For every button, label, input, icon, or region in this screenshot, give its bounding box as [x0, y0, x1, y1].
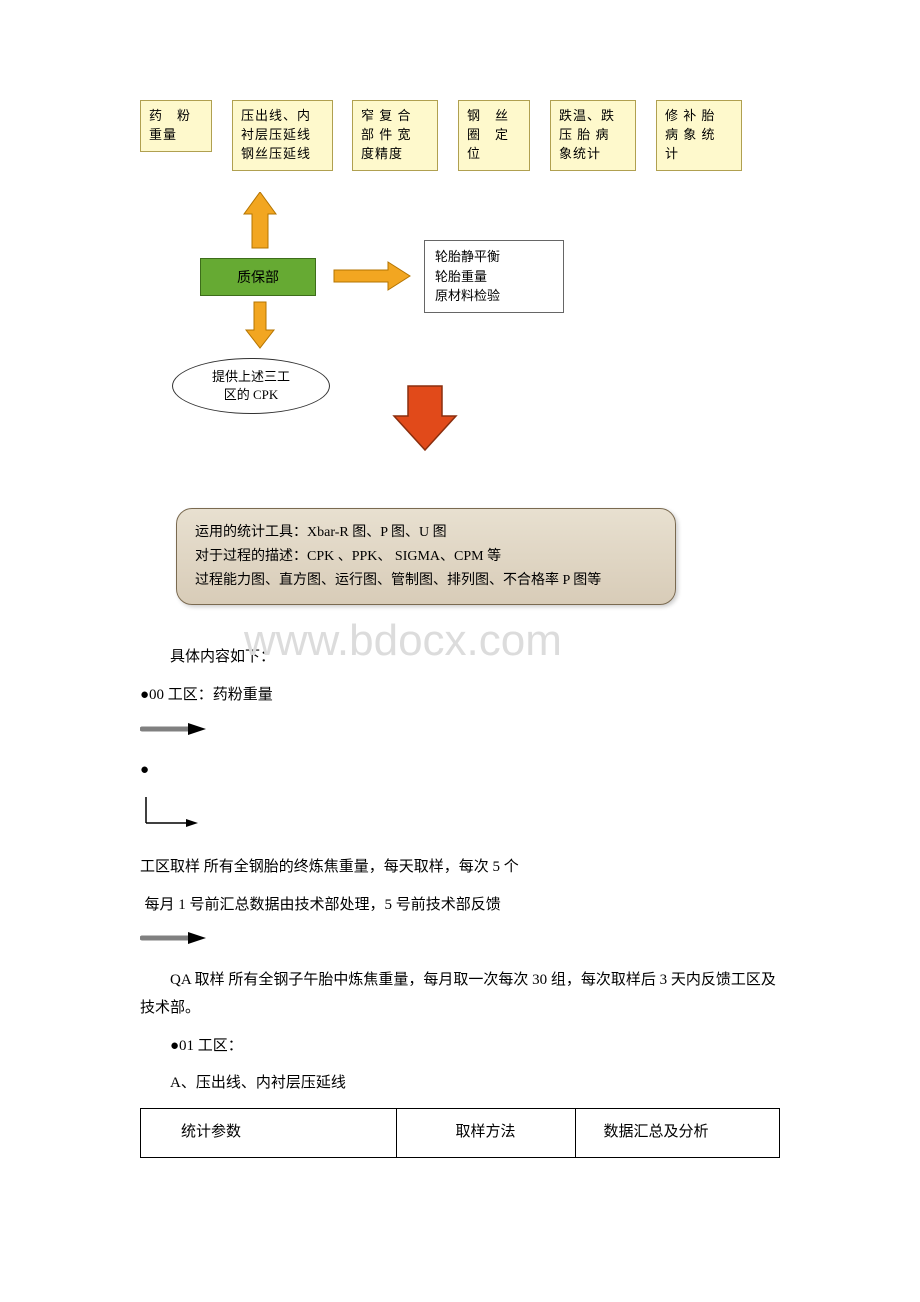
arrow-right-icon: [332, 260, 412, 292]
ellipse-line: 提供上述三工: [212, 369, 290, 384]
table-header-cell: 数据汇总及分析: [575, 1109, 780, 1158]
box-text: 压出线、内: [241, 108, 311, 123]
box-text: 病 象 统: [665, 127, 716, 142]
arrow-up-icon: [242, 192, 278, 250]
box-repair-tire: 修 补 胎 病 象 统 计: [656, 100, 742, 171]
box-text: 重量: [149, 127, 177, 142]
box-text: 圈 定: [467, 127, 509, 142]
box-text: 衬层压延线: [241, 127, 311, 142]
box-text: 位: [467, 146, 481, 161]
plain-box-line: 轮胎重量: [435, 269, 487, 284]
plain-box-line: 轮胎静平衡: [435, 249, 500, 264]
arrow-line-1: [140, 720, 780, 748]
table-header-cell: 取样方法: [396, 1109, 575, 1158]
cpk-ellipse: 提供上述三工 区的 CPK: [172, 358, 330, 414]
arrow-line-2: [140, 929, 780, 957]
small-arrow-right-icon: [140, 721, 210, 737]
banner-line: 运用的统计工具：Xbar-R 图、P 图、U 图: [195, 525, 447, 540]
table-row: 统计参数 取样方法 数据汇总及分析: [141, 1109, 780, 1158]
box-narrow-composite: 窄 复 合 部 件 宽 度精度: [352, 100, 438, 171]
box-text: 计: [665, 146, 679, 161]
body-text-area: 具体内容如下： ●00 工区：药粉重量 ● 工区取样 所有全钢胎的终炼焦重量，每…: [140, 644, 780, 1158]
plain-box-line: 原材料检验: [435, 288, 500, 303]
sampling-line-1: 工区取样 所有全钢胎的终炼焦重量，每天取样，每次 5 个: [140, 854, 780, 882]
box-temp-pressure: 跌温、跌 压 胎 病 象统计: [550, 100, 636, 171]
box-text: 度精度: [361, 146, 403, 161]
box-powder-weight: 药 粉 重量: [140, 100, 212, 152]
box-text: 窄 复 合: [361, 108, 412, 123]
section-01-heading: ●01 工区：: [140, 1033, 780, 1061]
arrow-down-big-icon: [390, 384, 460, 454]
sampling-line-2: 每月 1 号前汇总数据由技术部处理，5 号前技术部反馈: [140, 892, 780, 920]
ellipse-line: 区的 CPK: [224, 387, 279, 402]
qa-sampling-text: QA 取样 所有全钢子午胎中炼焦重量，每月取一次每次 30 组，每次取样后 3 …: [140, 967, 780, 1023]
box-text: 部 件 宽: [361, 127, 412, 142]
flowchart-area: 药 粉 重量 压出线、内 衬层压延线 钢丝压延线 窄 复 合 部 件 宽 度精度…: [140, 100, 790, 630]
qa-dept-box: 质保部: [200, 258, 316, 296]
box-text: 修 补 胎: [665, 108, 716, 123]
table-header-cell: 统计参数: [141, 1109, 397, 1158]
section-01a-heading: A、压出线、内衬层压延线: [140, 1070, 780, 1098]
parameter-table: 统计参数 取样方法 数据汇总及分析: [140, 1108, 780, 1158]
box-text: 跌温、跌: [559, 108, 615, 123]
box-extrusion-line: 压出线、内 衬层压延线 钢丝压延线: [232, 100, 333, 171]
banner-line: 对于过程的描述：CPK 、PPK、 SIGMA、CPM 等: [195, 549, 501, 564]
arrow-elbow: [140, 795, 780, 844]
elbow-arrow-icon: [140, 795, 202, 833]
intro-text: 具体内容如下：: [140, 644, 780, 672]
banner-line: 过程能力图、直方图、运行图、管制图、排列图、不合格率 P 图等: [195, 573, 601, 588]
box-wire-ring: 钢 丝 圈 定 位: [458, 100, 530, 171]
arrow-down-icon: [244, 300, 276, 350]
tire-balance-box: 轮胎静平衡 轮胎重量 原材料检验: [424, 240, 564, 313]
section-00-heading: ●00 工区：药粉重量: [140, 682, 780, 710]
box-text: 钢丝压延线: [241, 146, 311, 161]
box-text: 象统计: [559, 146, 601, 161]
box-text: 钢 丝: [467, 108, 509, 123]
small-arrow-right-icon: [140, 930, 210, 946]
box-text: 压 胎 病: [559, 127, 610, 142]
bullet-line: ●: [140, 757, 780, 785]
box-text: 药 粉: [149, 108, 191, 123]
qa-dept-label: 质保部: [237, 271, 279, 286]
tools-banner: 运用的统计工具：Xbar-R 图、P 图、U 图 对于过程的描述：CPK 、PP…: [176, 508, 676, 605]
